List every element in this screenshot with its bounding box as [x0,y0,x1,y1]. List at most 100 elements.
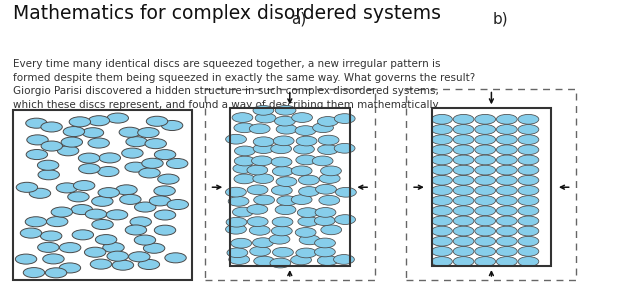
Ellipse shape [107,113,129,123]
Ellipse shape [475,226,496,236]
Ellipse shape [318,117,338,126]
Ellipse shape [291,166,312,176]
Ellipse shape [41,141,62,151]
Ellipse shape [69,117,91,127]
Ellipse shape [106,210,128,220]
Ellipse shape [475,135,496,144]
Ellipse shape [294,144,314,154]
Ellipse shape [103,242,124,252]
Ellipse shape [254,256,275,266]
Ellipse shape [432,125,452,134]
Ellipse shape [249,246,270,256]
Ellipse shape [98,188,120,198]
Ellipse shape [226,224,246,234]
Ellipse shape [56,183,77,193]
Ellipse shape [335,114,355,123]
Ellipse shape [496,216,517,226]
Ellipse shape [232,113,253,123]
Bar [432,108,551,266]
Ellipse shape [475,196,496,205]
Ellipse shape [247,205,268,214]
Ellipse shape [95,235,117,245]
Ellipse shape [496,155,517,165]
Ellipse shape [78,153,100,163]
Ellipse shape [112,260,134,270]
Bar [13,110,192,280]
Ellipse shape [27,135,49,145]
Ellipse shape [432,155,452,165]
Ellipse shape [134,235,156,245]
Ellipse shape [453,155,474,165]
Ellipse shape [496,135,517,144]
Ellipse shape [16,182,38,192]
Ellipse shape [453,216,474,226]
Ellipse shape [453,236,474,246]
Ellipse shape [321,225,341,235]
Bar [13,110,192,280]
Ellipse shape [275,205,296,215]
Ellipse shape [453,226,474,236]
Ellipse shape [518,175,539,185]
Ellipse shape [233,164,254,173]
Ellipse shape [71,205,93,215]
Ellipse shape [475,236,496,246]
Ellipse shape [40,231,62,241]
Ellipse shape [496,145,517,155]
Ellipse shape [432,247,452,256]
Ellipse shape [271,144,292,154]
Ellipse shape [226,217,247,227]
Ellipse shape [247,165,268,175]
Ellipse shape [130,217,151,227]
Ellipse shape [85,209,106,219]
Ellipse shape [314,216,335,226]
Ellipse shape [453,186,474,195]
Ellipse shape [116,185,137,195]
Ellipse shape [299,235,320,245]
Ellipse shape [496,206,517,215]
Ellipse shape [292,113,312,123]
Ellipse shape [144,243,165,253]
Ellipse shape [154,210,176,220]
Ellipse shape [453,135,474,144]
Ellipse shape [496,236,517,246]
Ellipse shape [272,186,292,195]
Ellipse shape [234,146,255,156]
Ellipse shape [29,188,50,198]
Ellipse shape [315,207,336,217]
Ellipse shape [496,115,517,124]
Ellipse shape [142,158,163,168]
Ellipse shape [227,248,248,258]
Ellipse shape [453,206,474,215]
Ellipse shape [251,156,272,166]
Ellipse shape [107,251,129,261]
Ellipse shape [432,175,452,185]
Ellipse shape [228,197,249,206]
Ellipse shape [276,177,297,186]
Ellipse shape [453,247,474,256]
Ellipse shape [63,127,84,137]
Ellipse shape [277,196,297,205]
Ellipse shape [51,207,72,217]
Ellipse shape [120,194,141,205]
Ellipse shape [59,243,81,253]
Ellipse shape [72,230,93,240]
Text: Mathematics for complex disordered systems: Mathematics for complex disordered syste… [13,4,440,23]
Ellipse shape [475,145,496,155]
Ellipse shape [432,257,452,266]
Ellipse shape [518,257,539,266]
Ellipse shape [229,255,249,264]
Ellipse shape [432,206,452,215]
Ellipse shape [248,217,268,226]
Ellipse shape [291,195,312,205]
Ellipse shape [249,124,270,133]
Ellipse shape [453,257,474,266]
Ellipse shape [319,174,340,184]
Ellipse shape [518,226,539,236]
Ellipse shape [59,263,81,273]
Ellipse shape [453,165,474,175]
Ellipse shape [145,139,166,149]
Ellipse shape [253,238,273,247]
Ellipse shape [296,248,317,258]
Ellipse shape [254,195,275,205]
Ellipse shape [475,206,496,215]
